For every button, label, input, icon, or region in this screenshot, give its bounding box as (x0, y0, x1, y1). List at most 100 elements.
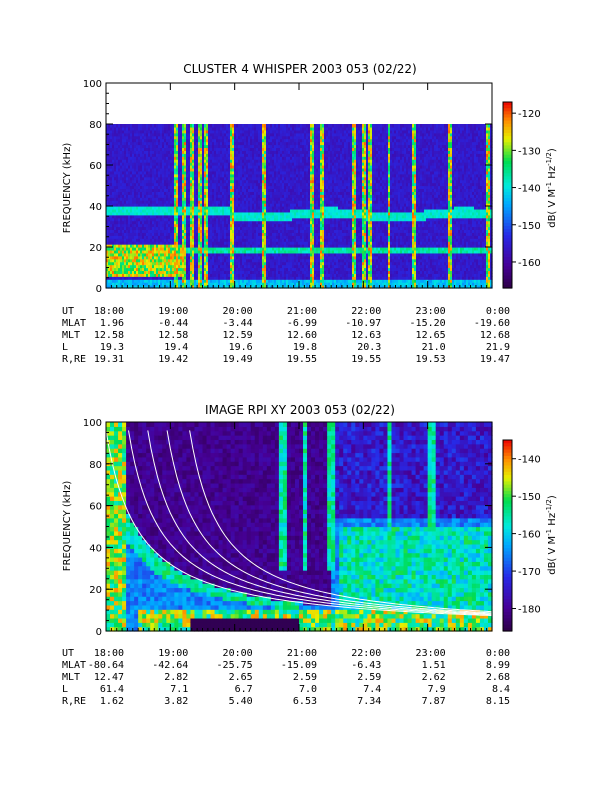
spectrogram-cell (132, 173, 135, 178)
spectrogram-cell (128, 185, 131, 190)
spectrogram-cell (154, 211, 157, 216)
spectrogram-cell (150, 185, 153, 190)
spectrogram-cell (116, 156, 119, 160)
spectrogram-cell (122, 124, 125, 128)
spectrogram-cell (174, 126, 177, 131)
spectrogram-cell (112, 165, 115, 169)
spectrogram-cell (140, 173, 143, 178)
spectrogram-cell (166, 147, 169, 151)
spectrogram-cell (134, 223, 137, 228)
spectrogram-cell (136, 173, 139, 178)
spectrogram-cell (148, 226, 151, 231)
spectrogram-cell (126, 220, 129, 225)
spectrogram-cell (138, 247, 141, 251)
spectrogram-cell (170, 223, 173, 228)
spectrogram-cell (178, 153, 181, 157)
spectrogram-cell (132, 138, 135, 143)
spectrogram-cell (132, 147, 135, 151)
spectrogram-cell (146, 188, 149, 192)
spectrogram-cell (166, 223, 169, 228)
spectrogram-cell (150, 270, 153, 274)
spectrogram-cell (136, 235, 139, 239)
spectrogram-cell (154, 235, 157, 239)
spectrogram-cell (178, 279, 181, 283)
spectrogram-cell (152, 235, 155, 239)
spectrogram-cell (162, 214, 165, 219)
spectrogram-cell (148, 206, 151, 210)
spectrogram-cell (138, 244, 141, 248)
spectrogram-cell (136, 162, 139, 166)
spectrogram-cell (110, 147, 113, 151)
spectrogram-cell (124, 138, 127, 143)
spectrogram-cell (150, 208, 153, 213)
spectrogram-cell (146, 276, 149, 280)
spectrogram-cell (118, 229, 121, 233)
spectrogram-cell (172, 258, 175, 263)
spectrogram-cell (122, 244, 125, 248)
spectrogram-cell (128, 200, 131, 204)
spectrogram-cell (122, 179, 125, 184)
spectrogram-cell (124, 252, 127, 257)
spectrogram-cell (170, 188, 173, 192)
spectrogram-cell (126, 170, 129, 175)
spectrogram-cell (132, 229, 135, 233)
spectrogram-cell (178, 252, 181, 257)
spectrogram-cell (132, 159, 135, 163)
spectrogram-cell (152, 167, 155, 172)
spectrogram-cell (178, 285, 181, 289)
spectrogram-cell (172, 165, 175, 169)
spectrogram-cell (174, 226, 177, 231)
spectrogram-cell (154, 132, 157, 137)
spectrogram-cell (174, 220, 177, 225)
spectrogram-cell (112, 276, 115, 280)
spectrogram-cell (136, 226, 139, 231)
spectrogram-cell (124, 255, 127, 260)
spectrogram-cell (152, 223, 155, 228)
spectrogram-cell (142, 176, 145, 181)
spectrogram-cell (144, 273, 147, 277)
spectrogram-cell (172, 153, 175, 157)
spectrogram-cell (160, 138, 163, 143)
spectrogram-cell (166, 200, 169, 204)
spectrogram-cell (142, 173, 145, 178)
spectrogram-cell (174, 124, 177, 128)
spectrogram-cell (106, 273, 109, 277)
spectrogram-cell (168, 153, 171, 157)
spectrogram-cell (176, 188, 179, 192)
spectrogram-cell (176, 226, 179, 231)
spectrogram-cell (124, 170, 127, 175)
spectrogram-cell (148, 208, 151, 213)
spectrogram-cell (122, 238, 125, 242)
spectrogram-cell (178, 241, 181, 245)
spectrogram-cell (168, 138, 171, 143)
spectrogram-cell (122, 270, 125, 274)
spectrogram-cell (116, 241, 119, 245)
spectrogram-cell (116, 141, 119, 146)
spectrogram-cell (174, 132, 177, 137)
spectrogram-cell (136, 194, 139, 198)
spectrogram-cell (126, 238, 129, 242)
spectrogram-cell (176, 147, 179, 151)
spectrogram-cell (114, 159, 117, 163)
spectrogram-cell (108, 135, 111, 140)
spectrogram-cell (116, 214, 119, 219)
spectrogram-cell (178, 129, 181, 134)
spectrogram-cell (144, 244, 147, 248)
spectrogram-cell (160, 235, 163, 239)
spectrogram-cell (108, 191, 111, 195)
spectrogram-cell (150, 167, 153, 172)
spectrogram-cell (152, 129, 155, 134)
spectrogram-cell (156, 182, 159, 187)
spectrogram-cell (128, 238, 131, 242)
spectrogram-cell (142, 138, 145, 143)
spectrogram-cell (140, 273, 143, 277)
spectrogram-cell (152, 249, 155, 254)
spectrogram-cell (140, 229, 143, 233)
spectrogram-cell (176, 132, 179, 137)
spectrogram-cell (166, 197, 169, 201)
spectrogram-cell (176, 150, 179, 154)
spectrogram-cell (164, 179, 167, 184)
spectrogram-cell (124, 200, 127, 204)
spectrogram-cell (112, 229, 115, 233)
spectrogram-cell (128, 229, 131, 233)
